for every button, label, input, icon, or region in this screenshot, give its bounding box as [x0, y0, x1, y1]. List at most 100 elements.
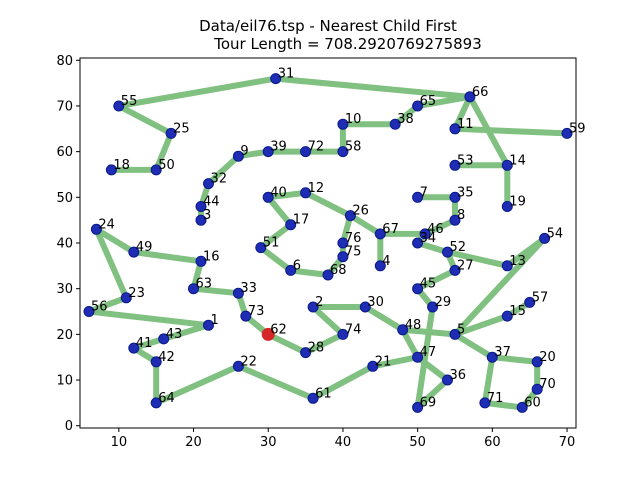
x-tick-label: 30: [260, 435, 277, 450]
x-axis: 10 20 30 40 50 60 70: [111, 428, 576, 450]
node-point: [300, 187, 312, 199]
node-label: 2: [315, 295, 323, 310]
node-point: [412, 237, 424, 249]
node-label: 59: [569, 121, 586, 136]
node-label: 29: [435, 295, 452, 310]
node-label: 28: [308, 341, 325, 356]
node-label: 11: [457, 117, 474, 132]
node-point: [412, 100, 424, 112]
x-tick-label: 10: [111, 435, 128, 450]
node-point: [128, 342, 140, 354]
node-label: 54: [547, 226, 564, 241]
node-label: 45: [420, 277, 437, 292]
node-label: 4: [382, 254, 390, 269]
node-point: [516, 401, 528, 413]
node-point: [150, 356, 162, 368]
node-label: 43: [166, 327, 183, 342]
node-point: [337, 118, 349, 130]
node-label: 37: [494, 345, 511, 360]
node-label: 51: [263, 236, 280, 251]
node-point: [442, 246, 453, 258]
node-point: [307, 392, 319, 404]
node-point: [449, 191, 461, 203]
node-point: [374, 260, 386, 272]
node-label: 3: [203, 208, 211, 223]
node-point: [449, 159, 461, 171]
node-label: 41: [136, 336, 153, 351]
node-point: [501, 159, 513, 171]
node-label: 34: [420, 231, 437, 246]
node-label: 19: [509, 195, 526, 210]
node-point: [262, 191, 274, 203]
node-label: 65: [420, 94, 437, 109]
node-label: 22: [240, 354, 257, 369]
tour-path-12: [399, 299, 533, 338]
node-label: 62: [270, 322, 287, 337]
node-point: [165, 127, 177, 139]
node-point: [412, 283, 424, 295]
node-label: 14: [509, 153, 526, 168]
node-point: [501, 201, 513, 212]
x-tick-label: 20: [185, 435, 202, 450]
node-point: [307, 301, 319, 313]
node-label: 26: [352, 204, 369, 219]
x-tick-label: 60: [484, 435, 501, 450]
node-label: 71: [487, 391, 504, 406]
node-point: [442, 374, 453, 386]
tour-path-1: [108, 75, 473, 224]
tour-path-14: [452, 235, 548, 338]
node-point: [501, 260, 513, 272]
node-point: [337, 146, 349, 158]
node-label: 58: [345, 140, 362, 155]
node-point: [359, 301, 371, 313]
node-point: [524, 296, 536, 308]
node-point: [322, 269, 334, 281]
node-label: 61: [315, 386, 332, 401]
node-point: [337, 237, 349, 249]
y-tick-label: 60: [56, 145, 73, 160]
node-label: 8: [457, 208, 465, 223]
node-point: [128, 246, 140, 258]
node-point: [539, 232, 551, 244]
node-label: 60: [524, 395, 541, 410]
node-point: [389, 118, 401, 130]
node-point: [90, 223, 102, 235]
y-tick-label: 70: [56, 99, 73, 114]
node-label: 32: [211, 172, 228, 187]
node-label: 17: [293, 213, 310, 228]
y-tick-label: 50: [56, 191, 73, 206]
node-label: 42: [158, 350, 175, 365]
node-label: 68: [330, 263, 347, 278]
y-tick-label: 40: [56, 237, 73, 252]
node-label: 25: [173, 121, 190, 136]
y-tick-label: 30: [56, 282, 73, 297]
node-label: 50: [158, 158, 175, 173]
node-point: [412, 191, 424, 203]
node-label: 67: [382, 222, 399, 237]
x-tick-label: 70: [559, 435, 576, 450]
node-label: 70: [539, 377, 556, 392]
node-label: 9: [240, 144, 248, 159]
node-label: 27: [457, 258, 474, 273]
node-label: 13: [509, 254, 526, 269]
node-label: 33: [240, 281, 257, 296]
node-point: [561, 127, 573, 139]
node-label: 1: [211, 313, 219, 328]
node-label: 21: [375, 354, 392, 369]
node-point: [427, 301, 439, 313]
node-point: [195, 255, 207, 267]
node-point: [158, 333, 170, 345]
tour-path-3: [466, 93, 511, 210]
x-tick-label: 40: [335, 435, 352, 450]
node-point: [419, 228, 431, 240]
node-label: 49: [136, 240, 153, 255]
node-label: 56: [91, 300, 108, 315]
node-label: 12: [308, 181, 325, 196]
node-label: 69: [420, 395, 437, 410]
start-node-point: [261, 327, 275, 341]
node-label: 75: [345, 245, 362, 260]
node-label: 76: [345, 231, 362, 246]
node-point: [113, 100, 125, 112]
y-tick-label: 0: [65, 419, 73, 434]
node-label: 15: [509, 304, 526, 319]
